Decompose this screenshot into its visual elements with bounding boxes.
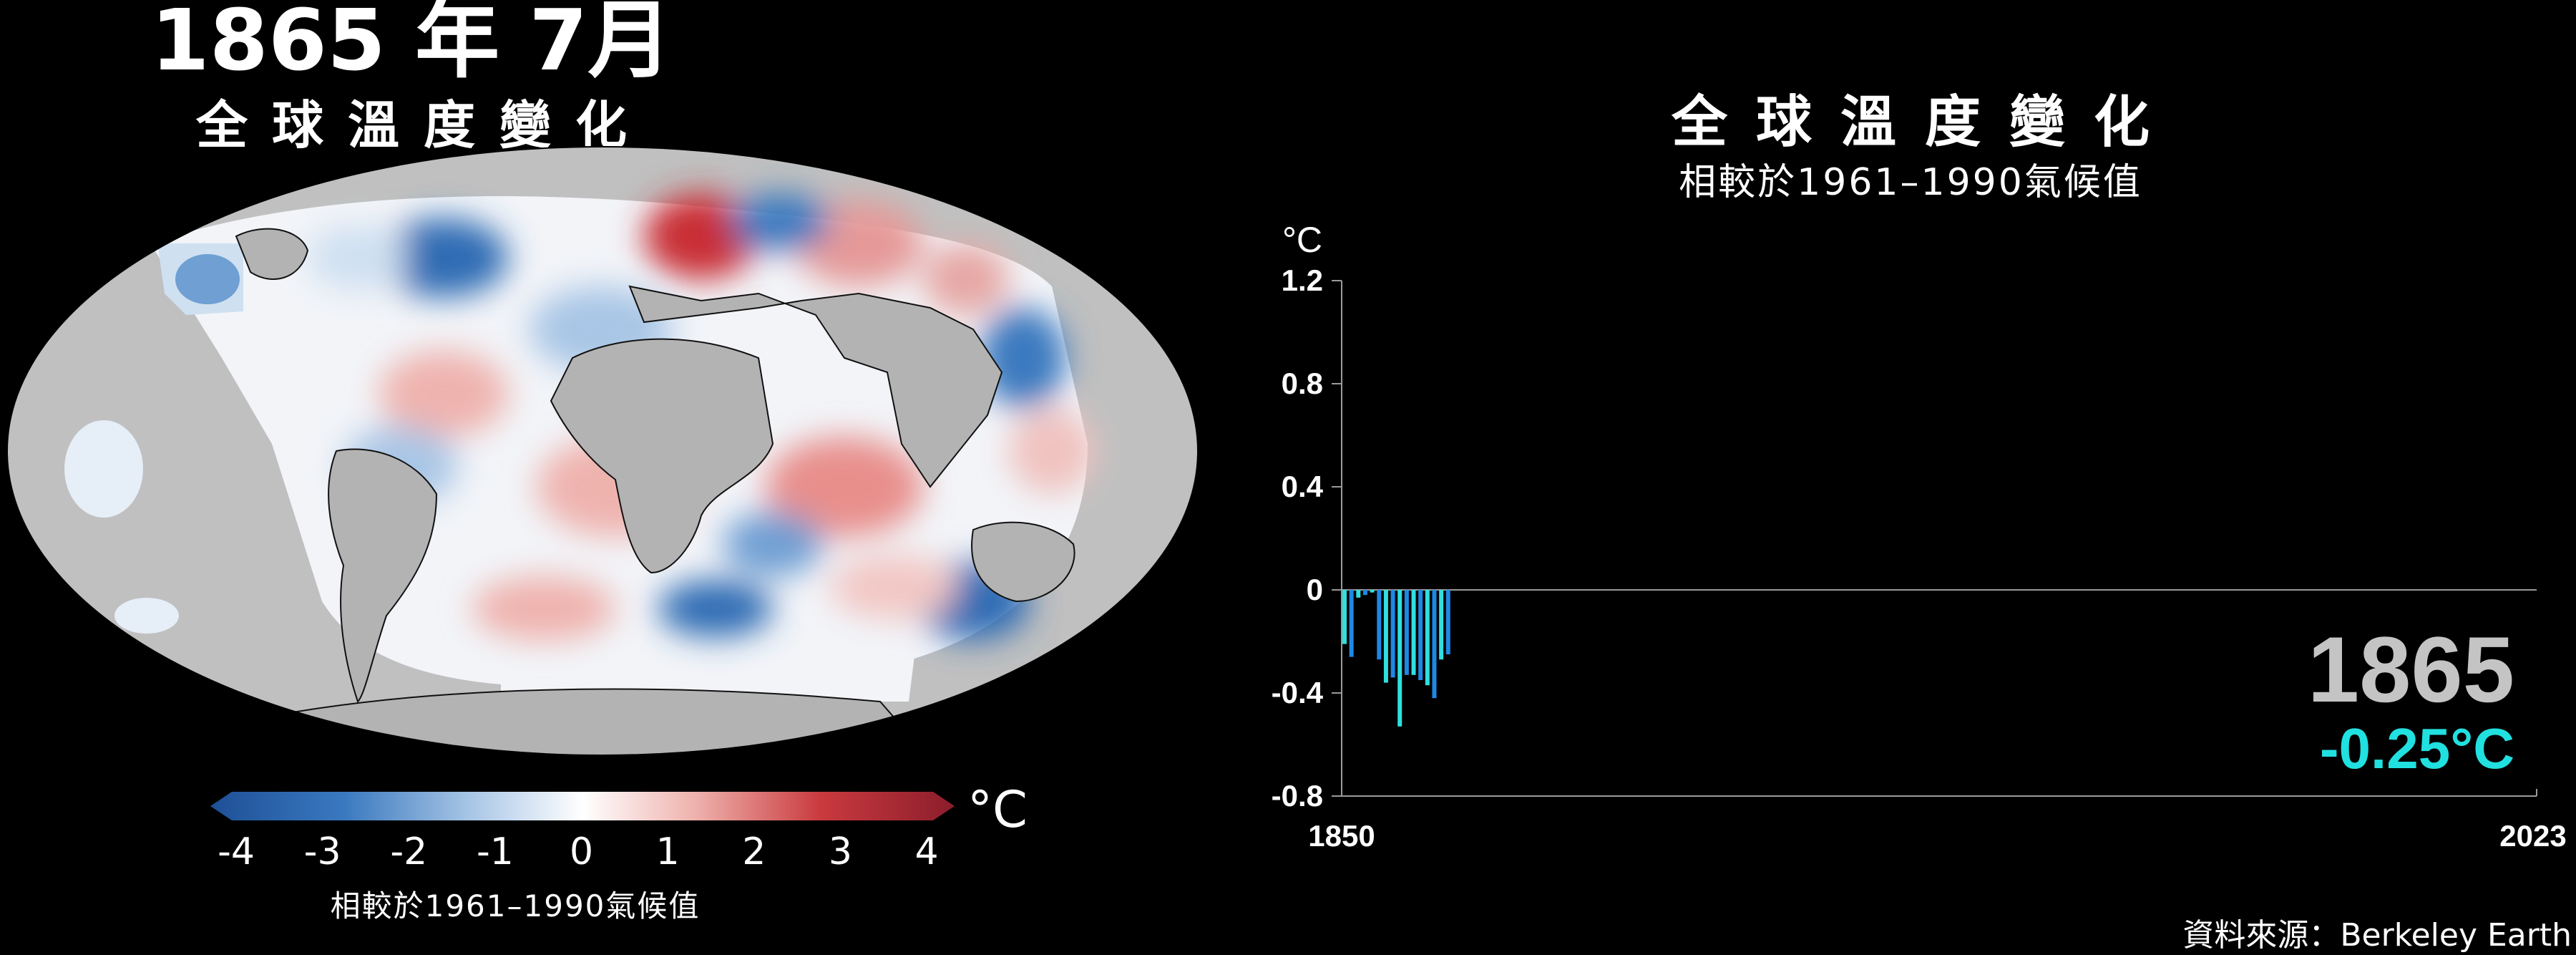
x-tick-label-start: 1850 bbox=[1308, 819, 1375, 853]
bar-1852 bbox=[1356, 590, 1361, 598]
bar-1850 bbox=[1342, 590, 1347, 644]
continents bbox=[235, 228, 1075, 755]
bar-1859 bbox=[1404, 590, 1409, 675]
y-axis-unit: °C bbox=[1282, 220, 1322, 260]
temperature-anomaly-map bbox=[6, 146, 1199, 756]
ocean-anomaly-field bbox=[64, 193, 1095, 755]
y-tick-label: 0.8 bbox=[1282, 367, 1323, 400]
y-tick-label: -0.4 bbox=[1272, 676, 1324, 709]
bar-1860 bbox=[1411, 590, 1416, 675]
bar-1865 bbox=[1445, 590, 1450, 654]
readout-value: -0.25°C bbox=[2319, 717, 2514, 780]
chart-title: 全球溫度變化 bbox=[1671, 90, 2178, 155]
bar-1854 bbox=[1370, 590, 1375, 593]
color-legend-bar bbox=[210, 792, 955, 820]
bar-1861 bbox=[1418, 590, 1423, 680]
anomaly-bar-chart: 1.2 0.8 0.4 0 -0.4 -0.8 °C 1850 2023 bbox=[1272, 220, 2567, 853]
legend-tick-label: -4 bbox=[218, 830, 255, 873]
bar-1853 bbox=[1362, 590, 1367, 596]
legend-tick-label: 4 bbox=[914, 830, 939, 873]
y-tick-label: 1.2 bbox=[1282, 263, 1323, 297]
legend-unit: °C bbox=[967, 780, 1028, 839]
legend-tick-label: 0 bbox=[569, 830, 594, 873]
y-tick-label: 0 bbox=[1307, 573, 1323, 606]
legend-tick-label: -3 bbox=[303, 830, 341, 873]
bar-1858 bbox=[1397, 590, 1402, 727]
y-tick-label: 0.4 bbox=[1282, 470, 1324, 503]
chart-subtitle: 相較於1961–1990氣候值 bbox=[1679, 161, 2142, 204]
x-tick-label-end: 2023 bbox=[2499, 819, 2566, 853]
bar-1863 bbox=[1432, 590, 1437, 699]
legend-tick-label: 1 bbox=[655, 830, 680, 873]
legend-tick-label: -1 bbox=[476, 830, 514, 873]
attribution: 資料來源：Berkeley Earth bbox=[2182, 917, 2572, 954]
bar-1855 bbox=[1377, 590, 1382, 660]
legend-tick-label: -2 bbox=[390, 830, 428, 873]
pacific-patch bbox=[64, 420, 143, 518]
bar-1856 bbox=[1383, 590, 1388, 683]
bar-1864 bbox=[1439, 590, 1444, 660]
map-title: 1865 年 7月 bbox=[150, 0, 673, 89]
legend-caption: 相較於1961–1990氣候值 bbox=[330, 888, 701, 924]
pacific-patch-south bbox=[114, 598, 179, 634]
readout-year: 1865 bbox=[2307, 617, 2514, 722]
y-tick-label: -0.8 bbox=[1272, 779, 1323, 813]
map-subtitle: 全球溫度變化 bbox=[195, 95, 651, 155]
bar-1857 bbox=[1390, 590, 1395, 678]
legend-tick-label: 3 bbox=[828, 830, 852, 873]
bar-1851 bbox=[1349, 590, 1354, 657]
bar-1862 bbox=[1425, 590, 1430, 686]
legend-tick-label: 2 bbox=[742, 830, 766, 873]
